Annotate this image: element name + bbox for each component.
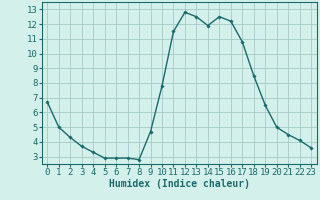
X-axis label: Humidex (Indice chaleur): Humidex (Indice chaleur) bbox=[109, 179, 250, 189]
